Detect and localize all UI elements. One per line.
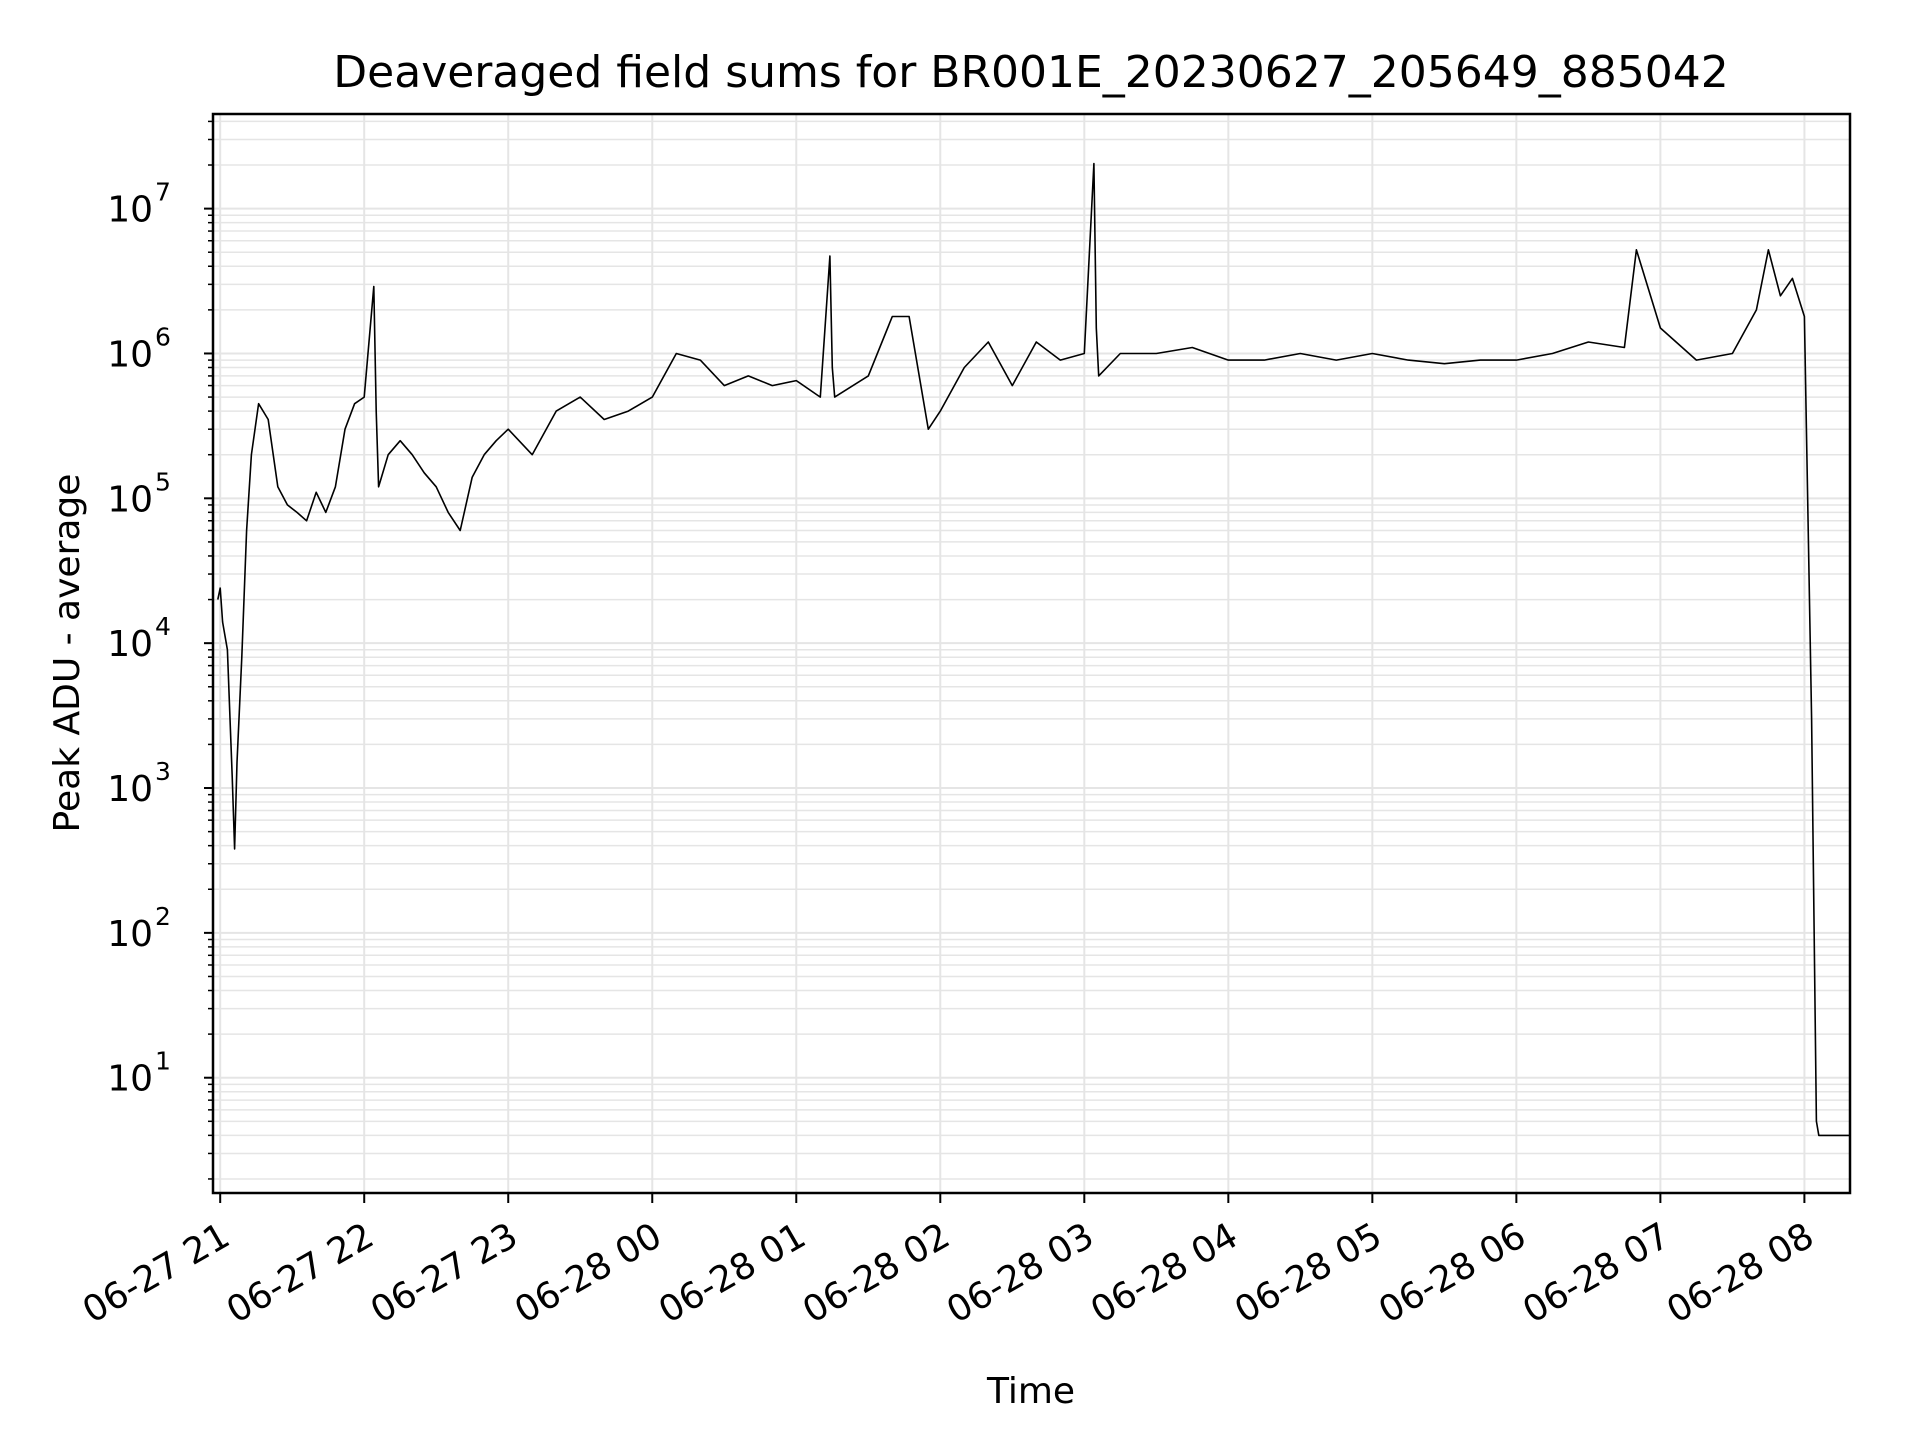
y-axis-label: Peak ADU - average — [47, 474, 88, 833]
chart-title: Deaveraged field sums for BR001E_2023062… — [333, 47, 1728, 98]
y-tick-exponent: 3 — [155, 757, 171, 786]
y-tick-exponent: 1 — [155, 1047, 171, 1076]
y-tick-exponent: 4 — [155, 612, 171, 641]
y-tick-label: 10 — [107, 769, 153, 810]
y-tick-label: 10 — [107, 1059, 153, 1100]
y-tick-label: 10 — [107, 334, 153, 375]
x-axis-label: Time — [986, 1371, 1075, 1412]
y-tick-label: 10 — [107, 479, 153, 520]
series-group — [217, 162, 1850, 1137]
series-line — [217, 162, 1850, 1137]
y-tick-exponent: 2 — [155, 902, 171, 931]
y-tick-label: 10 — [107, 624, 153, 665]
y-tick-label: 10 — [107, 914, 153, 955]
y-tick-exponent: 5 — [155, 467, 171, 496]
plot-frame — [211, 112, 1852, 1195]
grid — [213, 114, 1850, 1193]
y-tick-label: 10 — [107, 190, 153, 231]
y-tick-exponent: 7 — [155, 178, 171, 207]
y-tick-exponent: 6 — [155, 322, 171, 351]
